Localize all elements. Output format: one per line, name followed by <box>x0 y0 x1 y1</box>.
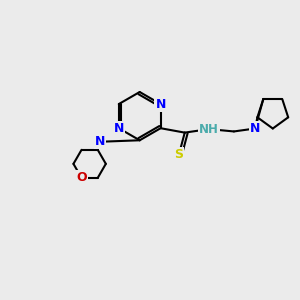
Text: N: N <box>114 122 124 135</box>
Text: N: N <box>95 135 105 148</box>
Text: O: O <box>76 171 87 184</box>
Text: N: N <box>250 122 260 135</box>
Text: NH: NH <box>199 123 219 136</box>
Text: N: N <box>155 98 166 111</box>
Text: S: S <box>174 148 183 161</box>
